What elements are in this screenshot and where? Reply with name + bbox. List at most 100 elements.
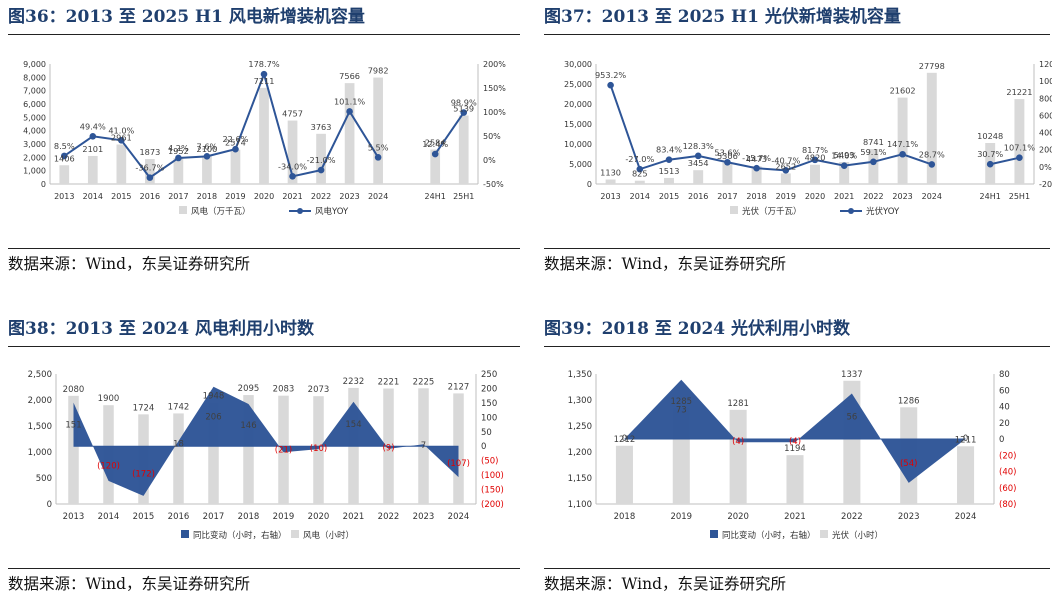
y2-tick-label: 250	[481, 370, 497, 380]
bar-value-label: 1513	[659, 166, 680, 176]
x-tick-label: 25H1	[453, 192, 474, 201]
chart-bar	[615, 445, 633, 504]
series-value-label: 12.4%	[422, 139, 448, 149]
y2-tick-label: 400%	[1039, 129, 1052, 138]
y2-tick-label: (60)	[999, 484, 1016, 494]
chart-bar	[145, 159, 155, 184]
y2-tick-label: -50%	[483, 180, 504, 189]
bar-value-label: 1406	[54, 153, 75, 163]
bar-value-label: 21602	[890, 86, 916, 96]
chart-bar	[316, 133, 326, 184]
chart-title: 图38：2013 至 2024 风电利用小时数	[8, 314, 520, 347]
series-value-label: 154	[345, 420, 361, 430]
chart-bar	[344, 83, 355, 184]
x-tick-label: 2015	[111, 192, 131, 201]
chart-bar	[729, 409, 747, 504]
line-marker	[811, 156, 819, 164]
y2-tick-label: 40	[999, 403, 1010, 413]
x-tick-label: 2021	[343, 512, 365, 522]
series-value-label: 101.1%	[334, 96, 365, 106]
series-value-label: (120)	[97, 461, 120, 471]
area-series	[73, 386, 459, 496]
y-tick-label: 1,100	[568, 500, 592, 510]
x-tick-label: 2021	[282, 192, 302, 201]
chart-svg-36: 0 1,000 2,000 3,000 4,000 5,000 6,000 7,000 8,00…	[23, 59, 506, 217]
chart-title: 图39：2018 至 2024 光伏利用小时数	[544, 314, 1050, 347]
series-value-label: 147.1%	[887, 139, 918, 149]
bar-value-label: 21221	[1006, 87, 1032, 97]
legend-label: 风电YOY	[315, 206, 349, 217]
line-marker	[899, 150, 906, 158]
x-tick-label: 2020	[254, 192, 274, 201]
y-tick-label: 10,000	[564, 140, 592, 149]
x-tick-label: 2018	[197, 192, 217, 201]
y-tick-label: 5,000	[23, 113, 46, 122]
y2-tick-label: (40)	[999, 468, 1016, 478]
x-tick-label: 2020	[308, 512, 330, 522]
line-series	[63, 71, 465, 179]
chart-bar	[373, 77, 383, 184]
bar-value-label: 1194	[784, 444, 806, 454]
series-value-label: 178.7%	[248, 59, 279, 69]
bar-value-label: 2095	[238, 384, 260, 394]
series-value-label: 0	[963, 434, 968, 444]
x-tick-label: 2022	[841, 512, 863, 522]
legend-label: 同比变动（小时，右轴）	[722, 530, 816, 541]
x-tick-label: 2013	[63, 512, 85, 522]
x-tick-label: 2023	[339, 192, 359, 201]
panel-chart-37: 图37：2013 至 2025 H1 光伏新增装机容量 0 5,000 10,000…	[544, 2, 1052, 300]
chart-bar	[693, 170, 704, 184]
y-tick-label: 7,000	[23, 87, 46, 96]
x-tick-label: 2021	[834, 192, 854, 201]
series-value-label: 18	[173, 440, 184, 450]
bar-value-label: 2100	[197, 144, 218, 154]
legend-label: 光伏YOY	[866, 206, 900, 217]
bar-value-label: 2961	[111, 133, 132, 143]
y-tick-label: 1,000	[23, 167, 46, 176]
chart-source: 数据来源：Wind，东吴证券研究所	[544, 568, 1050, 599]
x-tick-label: 2018	[238, 512, 260, 522]
y-tick-label: 1,200	[568, 448, 592, 458]
y2-tick-label: 200%	[1039, 146, 1052, 155]
y2-tick-label: 20	[999, 419, 1010, 429]
legend-swatch	[181, 530, 189, 538]
chart-bar	[957, 446, 975, 504]
x-tick-label: 2016	[140, 192, 160, 201]
y-tick-label: 0	[41, 180, 46, 189]
legend-swatch	[291, 530, 299, 538]
legend-swatch	[710, 530, 718, 538]
y-tick-label: 5,000	[569, 160, 592, 169]
line-marker	[146, 174, 154, 181]
line-marker	[607, 81, 614, 89]
line-marker	[203, 153, 211, 160]
line-marker	[232, 145, 239, 153]
bar-value-label: 2127	[448, 382, 470, 392]
y2-tick-label: (20)	[999, 451, 1016, 461]
x-tick-label: 2017	[203, 512, 225, 522]
y2-tick-label: 50	[481, 428, 492, 438]
line-marker	[317, 166, 325, 174]
chart-bar	[1014, 99, 1025, 184]
y2-tick-label: 0%	[483, 156, 496, 165]
legend-label: 光伏（万千瓦）	[742, 206, 802, 217]
line-marker	[636, 165, 644, 173]
y-tick-label: 0	[47, 500, 52, 510]
bar-value-label: 2652	[775, 161, 796, 171]
legend-label: 光伏（小时）	[832, 530, 883, 541]
x-tick-label: 2019	[670, 512, 692, 522]
x-tick-label: 2019	[225, 192, 245, 201]
y2-tick-label: 100	[481, 413, 497, 423]
y2-tick-label: 150	[481, 399, 497, 409]
chart-bar	[202, 156, 212, 184]
bar-value-label: 2232	[343, 377, 365, 387]
bar-value-label: 3763	[311, 122, 332, 132]
x-tick-label: 2022	[378, 512, 400, 522]
chart-bar	[313, 396, 324, 504]
y2-tick-label: (100)	[481, 471, 504, 481]
line-marker	[118, 137, 125, 144]
chart-svg-38: 05001,0001,5002,0002,500(200)(150)(100)(…	[28, 370, 504, 541]
series-value-label: 953.2%	[595, 70, 626, 80]
chart-bar	[839, 162, 850, 184]
chart-bar	[458, 115, 469, 184]
line-marker	[1016, 154, 1023, 161]
